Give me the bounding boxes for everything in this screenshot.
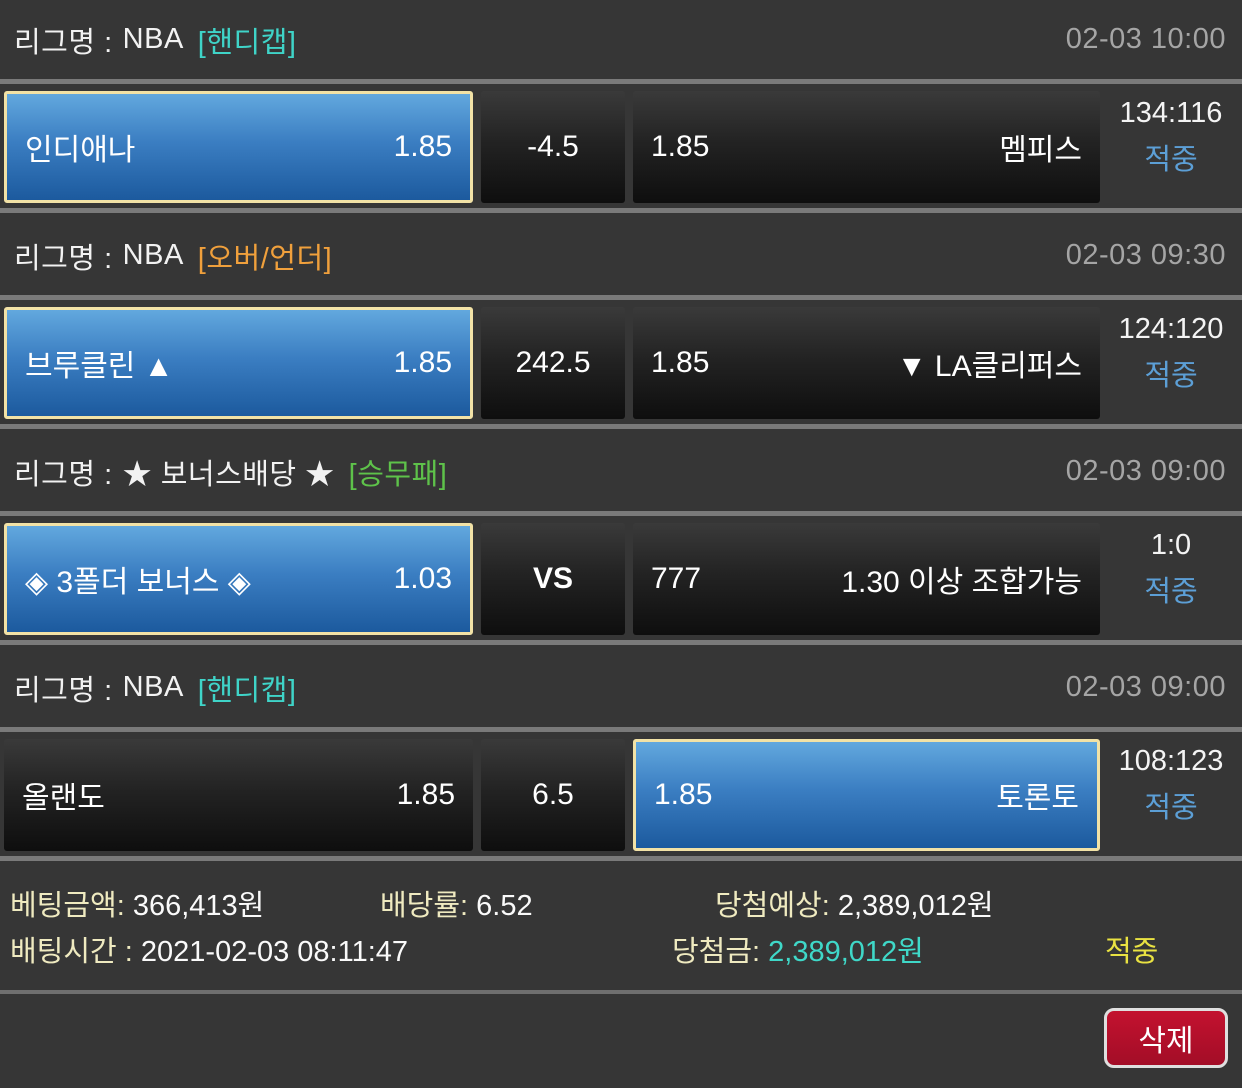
line-button[interactable]: -4.5: [481, 91, 625, 203]
bonus-odds: 1.03: [393, 562, 452, 595]
league-label: 리그명 :: [14, 674, 113, 707]
home-team-button[interactable]: 올랜도 1.85: [4, 739, 473, 851]
summary-row-1: 베팅금액: 366,413원 배당률: 6.52 당첨예상: 2,389,012…: [10, 880, 1242, 926]
league-label: 리그명 :: [14, 26, 113, 59]
result-badge: 적중: [1144, 144, 1198, 176]
league-name: NBA: [122, 671, 184, 703]
winnings: 당첨금: 2,389,012원: [672, 936, 924, 968]
away-team-button[interactable]: 1.85 멤피스: [633, 91, 1100, 203]
under-name: ▼ LA클리퍼스: [896, 350, 1082, 383]
final-score: 124:120: [1118, 313, 1224, 345]
score-result: 124:120 적중: [1100, 307, 1242, 419]
divider: [0, 424, 1242, 429]
line-button[interactable]: 242.5: [481, 307, 625, 419]
total-odds: 배당률: 6.52: [380, 890, 533, 922]
match-section: 리그명 : ★ 보너스배당 ★ [승무패] 02-03 09:00 ◈ 3폴더 …: [0, 432, 1242, 645]
bonus-condition-odds: 777: [651, 562, 702, 595]
away-team-name: 토론토: [996, 782, 1079, 815]
divider: [0, 640, 1242, 645]
under-button[interactable]: 1.85 ▼ LA클리퍼스: [633, 307, 1100, 419]
away-team-button[interactable]: 1.85 토론토: [633, 739, 1100, 851]
league-header: 리그명 : NBA [핸디캡] 02-03 10:00: [0, 0, 1242, 84]
result-badge: 적중: [1144, 360, 1198, 392]
divider: [0, 208, 1242, 213]
bonus-condition-name: 1.30 이상 조합가능: [841, 566, 1082, 599]
match-time: 02-03 09:00: [1065, 671, 1226, 703]
home-team-button[interactable]: 인디애나 1.85: [4, 91, 473, 203]
final-score: 1:0: [1150, 529, 1192, 561]
league-name: ★ 보너스배당 ★: [122, 458, 335, 491]
vs-label: VS: [481, 523, 625, 635]
game-row: 인디애나 1.85 -4.5 1.85 멤피스 134:116 적중: [0, 91, 1242, 203]
league-name: NBA: [122, 239, 184, 271]
final-score: 134:116: [1119, 97, 1223, 129]
summary-row-2: 배팅시간 : 2021-02-03 08:11:47 당첨금: 2,389,01…: [10, 926, 1242, 972]
over-name: 브루클린 ▲: [25, 350, 174, 383]
score-result: 108:123 적중: [1100, 739, 1242, 851]
bet-summary: 베팅금액: 366,413원 배당률: 6.52 당첨예상: 2,389,012…: [0, 864, 1242, 972]
line-button[interactable]: 6.5: [481, 739, 625, 851]
league-header: 리그명 : NBA [핸디캡] 02-03 09:00: [0, 648, 1242, 732]
game-row: 브루클린 ▲ 1.85 242.5 1.85 ▼ LA클리퍼스 124:120 …: [0, 307, 1242, 419]
over-button[interactable]: 브루클린 ▲ 1.85: [4, 307, 473, 419]
league-name: NBA: [122, 23, 184, 55]
market-type: [핸디캡]: [197, 26, 297, 59]
home-team-name: 인디애나: [25, 134, 136, 167]
market-type: [오버/언더]: [197, 242, 333, 275]
result-badge: 적중: [1144, 576, 1198, 608]
home-team-odds: 1.85: [393, 130, 452, 163]
away-team-odds: 1.85: [654, 778, 713, 811]
bet-amount: 베팅금액: 366,413원: [10, 890, 265, 922]
match-time: 02-03 09:00: [1065, 455, 1226, 487]
away-team-name: 멤피스: [999, 134, 1082, 167]
home-team-name: 올랜도: [22, 782, 105, 815]
match-time: 02-03 10:00: [1065, 23, 1226, 55]
game-row: 올랜도 1.85 6.5 1.85 토론토 108:123 적중: [0, 739, 1242, 851]
bonus-condition-button[interactable]: 777 1.30 이상 조합가능: [633, 523, 1100, 635]
match-time: 02-03 09:30: [1065, 239, 1226, 271]
score-result: 134:116 적중: [1100, 91, 1242, 203]
match-section: 리그명 : NBA [핸디캡] 02-03 10:00 인디애나 1.85 -4…: [0, 0, 1242, 213]
delete-button[interactable]: 삭제: [1104, 1008, 1228, 1068]
divider: [0, 990, 1242, 994]
market-type: [핸디캡]: [197, 674, 297, 707]
bonus-name: ◈ 3폴더 보너스 ◈: [25, 566, 251, 599]
game-row: ◈ 3폴더 보너스 ◈ 1.03 VS 777 1.30 이상 조합가능 1:0…: [0, 523, 1242, 635]
overall-result-badge: 적중: [1105, 936, 1159, 968]
final-score: 108:123: [1118, 745, 1224, 777]
league-header: 리그명 : ★ 보너스배당 ★ [승무패] 02-03 09:00: [0, 432, 1242, 516]
league-label: 리그명 :: [14, 458, 113, 491]
over-odds: 1.85: [393, 346, 452, 379]
bet-time: 배팅시간 : 2021-02-03 08:11:47: [10, 936, 409, 968]
match-section: 리그명 : NBA [오버/언더] 02-03 09:30 브루클린 ▲ 1.8…: [0, 216, 1242, 429]
divider: [0, 856, 1242, 861]
under-odds: 1.85: [651, 346, 710, 379]
market-type: [승무패]: [348, 458, 448, 491]
match-section: 리그명 : NBA [핸디캡] 02-03 09:00 올랜도 1.85 6.5…: [0, 648, 1242, 861]
home-team-odds: 1.85: [396, 778, 455, 811]
action-bar: 삭제: [0, 994, 1242, 1068]
league-label: 리그명 :: [14, 242, 113, 275]
bonus-button[interactable]: ◈ 3폴더 보너스 ◈ 1.03: [4, 523, 473, 635]
away-team-odds: 1.85: [651, 130, 710, 163]
score-result: 1:0 적중: [1100, 523, 1242, 635]
result-badge: 적중: [1144, 792, 1198, 824]
league-header: 리그명 : NBA [오버/언더] 02-03 09:30: [0, 216, 1242, 300]
expected-winnings: 당첨예상: 2,389,012원: [715, 890, 994, 922]
